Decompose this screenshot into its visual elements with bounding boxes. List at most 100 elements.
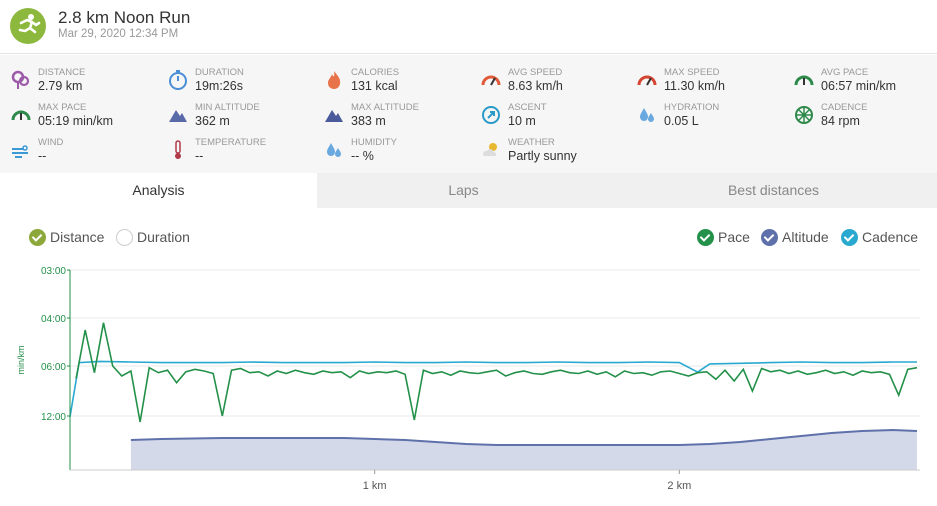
checkbox-checked-icon: [29, 228, 46, 246]
stat-value: 06:57 min/km: [821, 79, 897, 93]
activity-header: 2.8 km Noon Run Mar 29, 2020 12:34 PM: [0, 0, 937, 54]
stat-label: DURATION: [195, 67, 244, 78]
stat-label: MAX PACE: [38, 102, 87, 113]
activity-title: 2.8 km Noon Run: [58, 8, 191, 27]
stat-label: WIND: [38, 137, 64, 148]
stat-value: 84 rpm: [821, 114, 860, 128]
stat-value: Partly sunny: [508, 149, 577, 163]
toggle-cadence[interactable]: Cadence: [841, 228, 918, 246]
toggle-label: Distance: [50, 229, 105, 245]
partly-sunny-icon: [480, 139, 502, 161]
stat-value: -- %: [351, 149, 374, 163]
stat-cadence: CADENCE 84 rpm: [793, 102, 937, 136]
stat-label: HUMIDITY: [351, 137, 397, 148]
stat-value: 362 m: [195, 114, 230, 128]
stat-value: --: [38, 149, 47, 163]
toggle-label: Altitude: [782, 229, 829, 245]
stat-value: 05:19 min/km: [38, 114, 114, 128]
stat-value: 11.30 km/h: [664, 79, 725, 93]
toggle-altitude[interactable]: Altitude: [761, 228, 829, 246]
stat-label: MAX ALTITUDE: [351, 102, 419, 113]
stat-weather: WEATHER Partly sunny: [480, 137, 630, 171]
analysis-chart-panel: Distance Duration Pace Altitude Cadence …: [0, 208, 937, 506]
stat-distance: DISTANCE 2.79 km: [10, 67, 160, 101]
tab-analysis[interactable]: Analysis: [0, 173, 317, 208]
stat-avg-pace: AVG PACE 06:57 min/km: [793, 67, 937, 101]
stat-min-altitude: MIN ALTITUDE 362 m: [167, 102, 317, 136]
activity-date: Mar 29, 2020 12:34 PM: [58, 28, 179, 40]
stat-label: AVG SPEED: [508, 67, 563, 78]
checkbox-checked-icon: [761, 228, 778, 246]
stat-label: MAX SPEED: [664, 67, 720, 78]
running-person-icon: [10, 8, 46, 44]
stat-label: AVG PACE: [821, 67, 869, 78]
stat-label: DISTANCE: [38, 67, 86, 78]
mountain-icon: [167, 104, 189, 126]
stat-value: --: [195, 149, 204, 163]
x-tick-label: 1 km: [363, 480, 387, 492]
stat-value: 0.05 L: [664, 114, 699, 128]
stat-avg-speed: AVG SPEED 8.63 km/h: [480, 67, 630, 101]
y-tick-label: 04:00: [41, 314, 66, 325]
water-drops-icon: [323, 139, 345, 161]
altitude-line: [130, 428, 918, 446]
toggle-pace[interactable]: Pace: [697, 228, 750, 246]
location-pins-icon: [10, 69, 32, 91]
toggle-label: Duration: [137, 229, 190, 245]
speedometer-icon: [480, 69, 502, 91]
stat-hydration: HYDRATION 0.05 L: [636, 102, 786, 136]
pace-line: [75, 322, 918, 423]
stat-label: HYDRATION: [664, 102, 720, 113]
toggle-duration[interactable]: Duration: [116, 228, 190, 246]
stat-label: ASCENT: [508, 102, 547, 113]
gauge-icon: [10, 104, 32, 126]
tab-bar: Analysis Laps Best distances: [0, 173, 937, 208]
checkbox-checked-icon: [697, 228, 714, 246]
stopwatch-icon: [167, 69, 189, 91]
y-tick-label: 06:00: [41, 362, 66, 373]
tab-laps[interactable]: Laps: [448, 182, 479, 198]
stat-value: 19m:26s: [195, 79, 243, 93]
x-tick-label: 2 km: [667, 480, 691, 492]
activity-chart[interactable]: 03:00 04:00 06:00 12:00 min/km 1 km 2 km: [0, 208, 937, 506]
tab-best-distances[interactable]: Best distances: [727, 182, 820, 198]
y-axis-label: min/km: [16, 346, 26, 375]
stat-max-altitude: MAX ALTITUDE 383 m: [323, 102, 473, 136]
ascent-arrow-icon: [480, 104, 502, 126]
stat-calories: CALORIES 131 kcal: [323, 67, 473, 101]
stat-temperature: TEMPERATURE --: [167, 137, 317, 171]
stat-wind: WIND --: [10, 137, 160, 171]
flame-icon: [323, 69, 345, 91]
checkbox-unchecked-icon: [116, 228, 133, 246]
toggle-distance[interactable]: Distance: [29, 228, 104, 246]
stat-value: 8.63 km/h: [508, 79, 563, 93]
y-tick-label: 03:00: [41, 266, 66, 277]
stat-value: 10 m: [508, 114, 536, 128]
stat-ascent: ASCENT 10 m: [480, 102, 630, 136]
stat-label: CADENCE: [821, 102, 868, 113]
stat-label: MIN ALTITUDE: [195, 102, 260, 113]
stat-label: WEATHER: [508, 137, 555, 148]
stat-value: 2.79 km: [38, 79, 83, 93]
thermometer-icon: [167, 139, 189, 161]
wheel-icon: [793, 104, 815, 126]
toggle-label: Pace: [718, 229, 750, 245]
mountain-icon: [323, 104, 345, 126]
stat-value: 131 kcal: [351, 79, 398, 93]
toggle-label: Cadence: [862, 229, 919, 245]
stat-label: CALORIES: [351, 67, 400, 78]
checkbox-checked-icon: [841, 228, 858, 246]
altitude-area: [130, 430, 917, 470]
stat-value: 383 m: [351, 114, 386, 128]
water-drops-icon: [636, 104, 658, 126]
stats-panel: DISTANCE 2.79 km DURATION 19m:26s CALORIES 13…: [0, 55, 937, 173]
stat-max-speed: MAX SPEED 11.30 km/h: [636, 67, 786, 101]
speedometer-icon: [636, 69, 658, 91]
stat-duration: DURATION 19m:26s: [167, 67, 317, 101]
gauge-icon: [793, 69, 815, 91]
stat-max-pace: MAX PACE 05:19 min/km: [10, 102, 160, 136]
wind-icon: [10, 139, 32, 161]
stat-humidity: HUMIDITY -- %: [323, 137, 473, 171]
cadence-line: [69, 360, 917, 418]
y-tick-label: 12:00: [41, 412, 66, 423]
